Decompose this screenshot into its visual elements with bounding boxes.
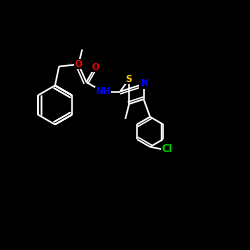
Text: Cl: Cl bbox=[162, 144, 173, 154]
Text: S: S bbox=[126, 75, 132, 84]
Text: N: N bbox=[140, 80, 147, 88]
Text: O: O bbox=[74, 60, 82, 69]
Text: NH: NH bbox=[95, 87, 110, 96]
Text: O: O bbox=[91, 62, 99, 72]
